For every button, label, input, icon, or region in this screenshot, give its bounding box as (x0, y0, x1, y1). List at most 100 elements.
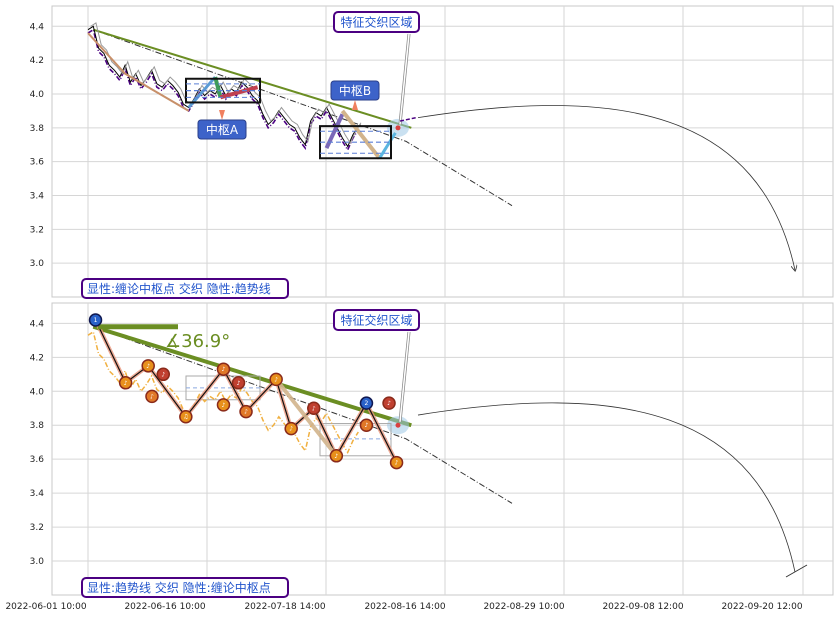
pivot-label-text: 中枢B (339, 83, 371, 98)
pivot-pointer (352, 100, 358, 110)
pivot-zone: 中枢B (319, 80, 392, 160)
chart-node-label: ♪ (274, 376, 278, 383)
chart-node: ♪ (239, 404, 253, 419)
chart-node: ♪ (389, 455, 404, 470)
lower-trend-line (93, 29, 513, 207)
x-tick-label: 2022-08-16 14:00 (364, 602, 445, 612)
x-tick-label: 2022-06-16 10:00 (124, 602, 205, 612)
price-tail (399, 116, 417, 122)
chart-node: ♪ (307, 401, 321, 416)
legend-box (81, 278, 289, 299)
y-tick-label: 3.8 (30, 124, 45, 134)
chart-node-circle (389, 455, 404, 470)
chart-node-label: ♪ (150, 393, 154, 400)
price-line (87, 330, 359, 454)
region-annotation-text: 特征交织区域 (340, 313, 412, 328)
projection-arrow-end-bar (785, 564, 808, 578)
chart-node: 2 (359, 396, 374, 410)
angle-label: ∡36.9° (165, 331, 230, 352)
chart-node-label: ♪ (146, 363, 150, 370)
chart-node: 1 (88, 313, 103, 327)
top-plot-frame (51, 5, 834, 298)
chart-node-label: ♪ (334, 453, 338, 460)
top-panel: 3.0 3.2 3.4 3.6 3.8 4.0 4.2 4.4 特征交织区域显性:缠论中枢点 … (30, 5, 834, 299)
y-tick-label: 3.8 (30, 421, 45, 431)
legend-text: 显性:缠论中枢点 交织 隐性:趋势线 (87, 281, 271, 296)
chart-node-label: ♪ (395, 460, 399, 467)
intersection-point (395, 422, 401, 428)
x-tick-label: 2022-06-01 10:00 (5, 602, 86, 612)
chart-node: ♫ (179, 409, 193, 424)
chart-node-circle (382, 396, 396, 410)
chart-node-label: ♪ (124, 380, 128, 387)
chart-node-circle (216, 398, 231, 412)
chart-node-circle (156, 367, 171, 382)
segment-1 (87, 32, 190, 112)
chart-node-circle (359, 396, 374, 410)
chart-node-circle (88, 313, 103, 327)
x-tick-label: 2022-09-20 12:00 (721, 602, 802, 612)
region-annotation-pointer-inner (399, 331, 410, 422)
region-annotation-text: 特征交织区域 (340, 15, 412, 30)
y-tick-label: 4.2 (30, 56, 44, 66)
y-tick-label: 3.2 (30, 225, 44, 235)
price-line (87, 28, 359, 152)
top-y-ticks: 3.0 3.2 3.4 3.6 3.8 4.0 4.2 4.4 (30, 22, 45, 269)
pivot-label-text: 中枢A (206, 122, 239, 137)
y-tick-label: 3.0 (30, 259, 45, 269)
chart-node-label: ♪ (365, 422, 369, 429)
y-tick-label: 3.4 (30, 489, 45, 499)
chart-node-circle (216, 362, 231, 376)
y-tick-label: 4.0 (30, 90, 45, 100)
y-tick-label: 4.2 (30, 353, 44, 363)
chart-node-circle (141, 359, 155, 373)
x-tick-label: 2022-08-29 10:00 (483, 602, 564, 612)
region-annotation-pointer-inner (399, 33, 410, 125)
x-tick-label: 2022-09-08 12:00 (602, 602, 683, 612)
x-tick-label: 2022-07-18 14:00 (244, 602, 325, 612)
chart-node-label: ♪ (161, 371, 165, 378)
y-tick-label: 3.6 (30, 455, 45, 465)
legend-text: 显性:趋势线 交织 隐性:缠论中枢点 (87, 580, 271, 595)
chart-node-label: ♪ (237, 380, 241, 387)
intersection-point (395, 125, 401, 131)
chart-node-circle (307, 401, 321, 416)
chart-node-label: 1 (94, 317, 98, 324)
chart-node-label: ♫ (183, 414, 188, 421)
y-tick-label: 3.2 (30, 523, 44, 533)
ma-line (90, 22, 362, 145)
y-tick-label: 3.6 (30, 158, 45, 168)
legend: 显性:缠论中枢点 交织 隐性:趋势线 (81, 278, 289, 299)
chart-node-circle (231, 376, 246, 390)
region-annotation: 特征交织区域 (333, 11, 420, 125)
y-tick-label: 4.4 (30, 319, 45, 329)
chart-node: ♪ (141, 359, 155, 373)
region-annotation: 特征交织区域 (333, 309, 420, 422)
chart-node-label: ♪ (289, 426, 293, 433)
chart-node: ♪ (145, 389, 159, 404)
region-annotation-box (333, 11, 420, 33)
chart-node: ♪ (118, 376, 133, 390)
chart-node: ♪ (329, 449, 344, 463)
chart-node: ♪ (269, 372, 283, 387)
lower-trend-line (93, 326, 513, 504)
chart-node-circle (329, 449, 344, 463)
chart-node: ♪ (156, 367, 171, 382)
chart-node: ♪ (382, 396, 396, 410)
chart-node-circle (118, 376, 133, 390)
top-grid (52, 6, 833, 297)
projection-arrow (417, 402, 796, 573)
chart-node-label: ♪ (222, 402, 226, 409)
legend-box (81, 577, 289, 598)
chart-node-label: ♪ (387, 400, 391, 407)
chart-node: ♪ (359, 418, 374, 432)
chart-node: ♪ (231, 376, 246, 390)
projection-arrow (417, 105, 795, 270)
segment-3 (213, 76, 223, 98)
chart-node-label: ♪ (222, 366, 226, 373)
pivot-zone: 中枢A (185, 77, 261, 140)
segment-4 (219, 85, 259, 100)
